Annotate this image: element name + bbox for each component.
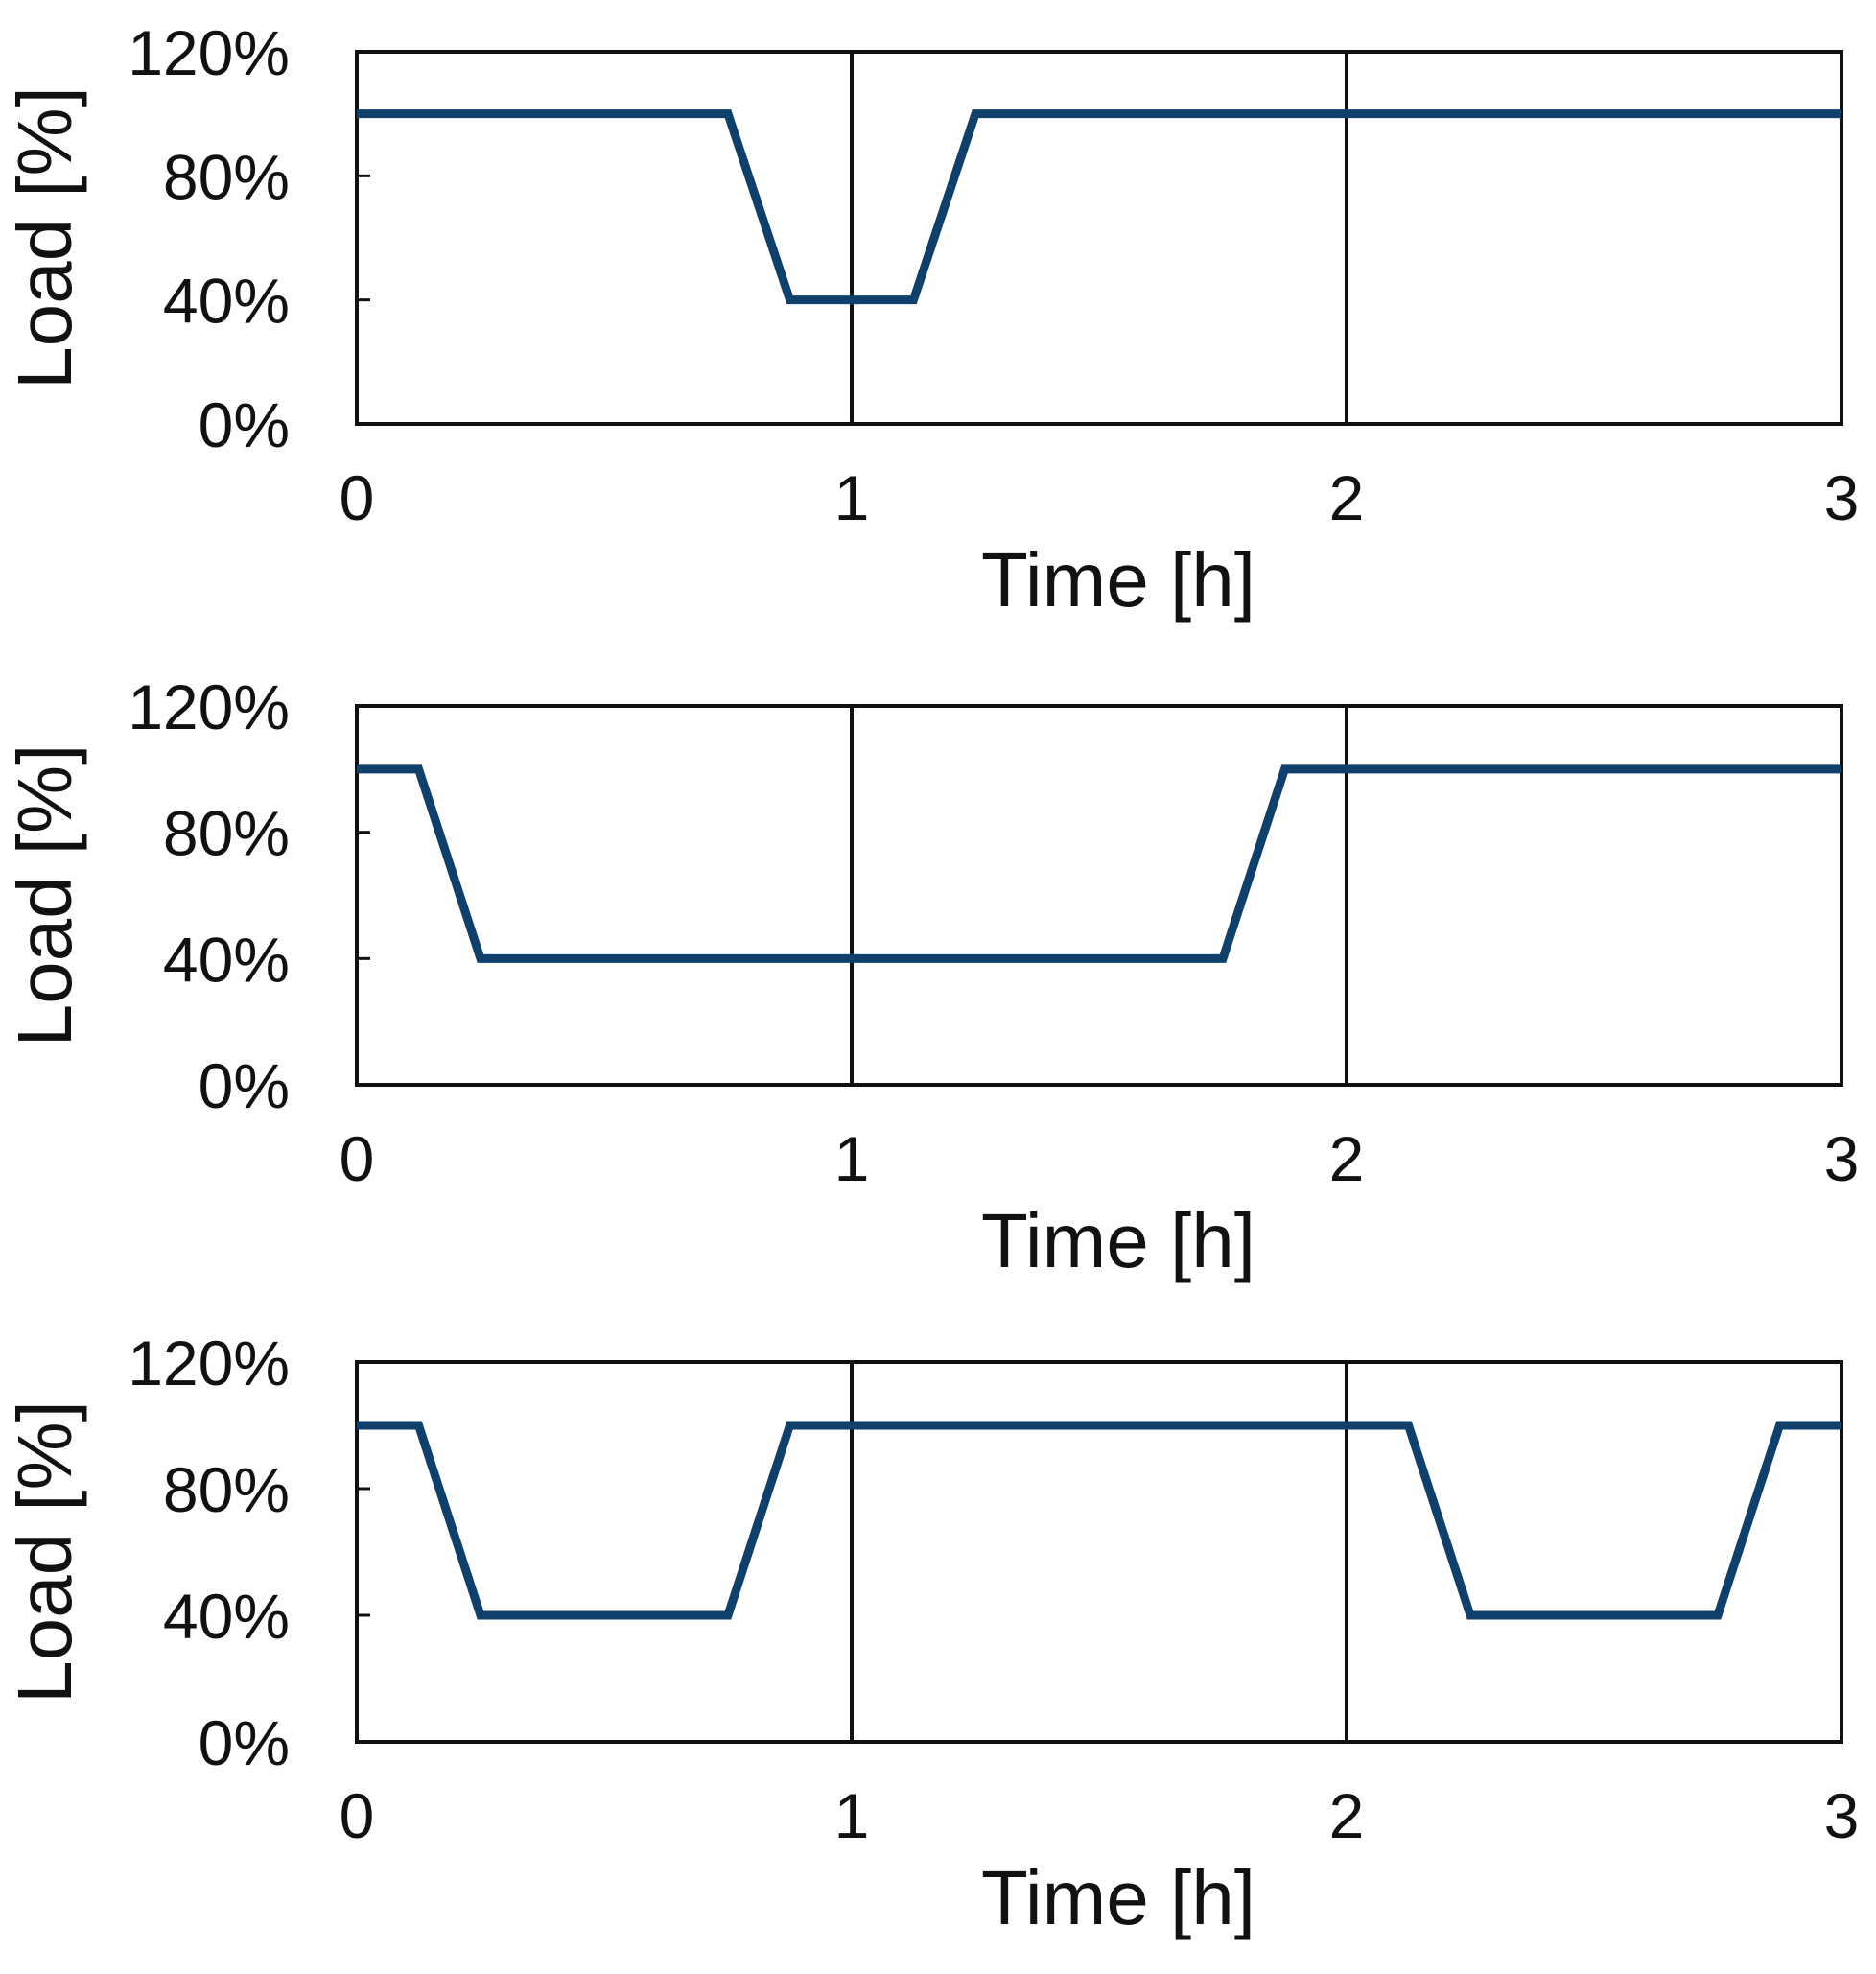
y-axis-label: Load [%]	[2, 744, 87, 1047]
x-tick-label: 2	[1329, 462, 1365, 533]
x-tick-label: 0	[340, 462, 375, 533]
x-axis-label: Time [h]	[981, 1855, 1255, 1940]
plot-frame	[355, 50, 1843, 426]
y-tick-label: 40%	[163, 1581, 290, 1652]
x-tick-label: 1	[834, 1780, 870, 1851]
y-tick-label: 120%	[128, 17, 290, 88]
x-axis-label: Time [h]	[981, 1198, 1255, 1283]
chart-panel-2: 0% 40% 80% 120% 0 1 2 3 Time [h] Load [%]	[2, 671, 1859, 1283]
x-tick-label: 3	[1824, 1123, 1860, 1194]
x-tick-label: 3	[1824, 462, 1860, 533]
x-tick-label: 0	[340, 1123, 375, 1194]
y-tick-label: 0%	[199, 1050, 290, 1121]
x-tick-label: 3	[1824, 1780, 1860, 1851]
y-tick-label: 120%	[128, 1328, 290, 1398]
y-tick-label: 120%	[128, 671, 290, 742]
x-tick-label: 2	[1329, 1123, 1365, 1194]
x-tick-label: 1	[834, 462, 870, 533]
load-profile-line	[357, 764, 1841, 963]
x-axis-label: Time [h]	[981, 537, 1255, 623]
y-tick-label: 80%	[163, 141, 290, 212]
plot-frame	[355, 1360, 1843, 1744]
y-tick-label: 40%	[163, 924, 290, 995]
y-axis-label: Load [%]	[2, 86, 87, 389]
x-tick-label: 1	[834, 1123, 870, 1194]
plot-frame	[355, 704, 1843, 1087]
load-profile-line	[357, 1421, 1841, 1620]
y-tick-label: 40%	[163, 266, 290, 337]
y-tick-label: 80%	[163, 798, 290, 869]
y-tick-label: 0%	[199, 1707, 290, 1778]
x-tick-label: 0	[340, 1780, 375, 1851]
chart-panel-1: 0% 40% 80% 120% 0 1 2 3 Time [h] Load [%]	[2, 17, 1859, 623]
y-axis-label: Load [%]	[2, 1400, 87, 1704]
y-tick-label: 80%	[163, 1454, 290, 1525]
x-tick-label: 2	[1329, 1780, 1365, 1851]
chart-panel-3: 0% 40% 80% 120% 0 1 2 3 Time [h] Load [%]	[2, 1328, 1859, 1940]
y-tick-label: 0%	[199, 389, 290, 460]
load-profile-line	[357, 109, 1841, 305]
